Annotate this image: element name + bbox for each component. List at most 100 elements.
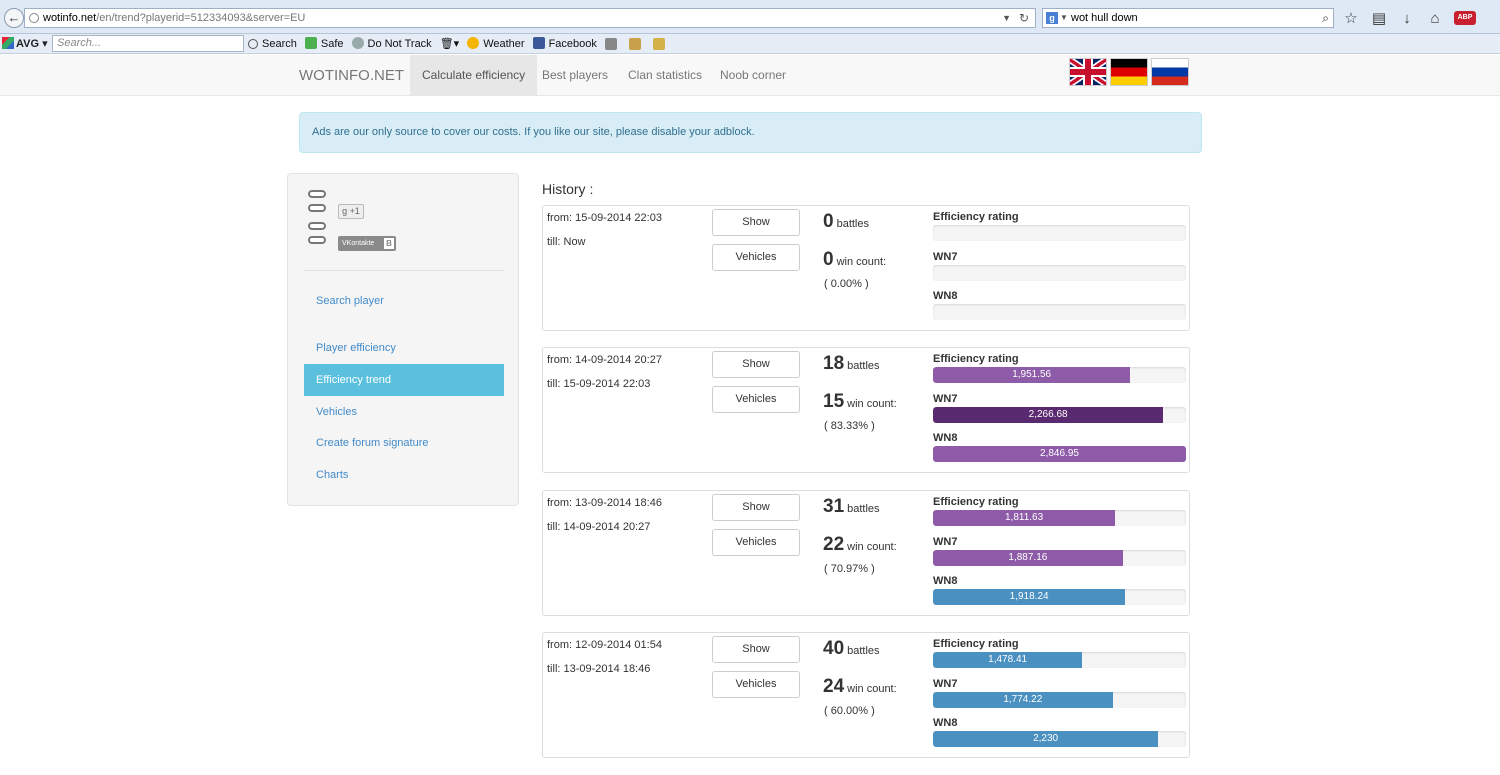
history-entry: from: 12-09-2014 01:54 till: 13-09-2014 1…: [542, 632, 1190, 758]
wins-label: win count:: [836, 256, 887, 268]
show-button[interactable]: Show: [712, 351, 800, 378]
wins-stat: 22 win count:: [823, 534, 897, 556]
wins-stat: 24 win count:: [823, 676, 897, 698]
adblock-notice: Ads are our only source to cover our cos…: [299, 112, 1202, 153]
url-host: wotinfo.net: [43, 12, 97, 24]
toolbar-dnt-label: Do Not Track: [367, 38, 432, 50]
toolbar-facebook-button[interactable]: Facebook: [532, 37, 597, 50]
win-percentage: ( 70.97% ): [824, 563, 875, 575]
browser-url-bar: ← wotinfo.net/en/trend?playerid=51233409…: [0, 0, 1500, 34]
sidebar-player-efficiency[interactable]: Player efficiency: [316, 342, 396, 354]
battles-stat: 31 battles: [823, 496, 880, 518]
win-percentage: ( 83.33% ): [824, 420, 875, 432]
weather-icon: [467, 37, 480, 49]
toolbar-search-input[interactable]: Search...: [52, 35, 244, 52]
wn8-progress: 2,846.95: [933, 446, 1186, 462]
wins-count: 24: [823, 676, 845, 697]
eff-label: Efficiency rating: [933, 638, 1019, 650]
google-engine-icon[interactable]: g: [1046, 12, 1058, 24]
wn8-bar: 2,846.95: [933, 446, 1186, 462]
wn8-progress: 1,918.24: [933, 589, 1186, 605]
toolbar-weather-label: Weather: [483, 38, 525, 50]
battles-count: 40: [823, 638, 845, 659]
sidebar-forum-signature[interactable]: Create forum signature: [316, 437, 429, 449]
nav-best-players[interactable]: Best players: [542, 68, 609, 82]
german-flag-icon[interactable]: [1110, 58, 1148, 86]
share-toggle-icon[interactable]: [308, 236, 326, 244]
uk-flag-icon[interactable]: [1069, 58, 1107, 86]
back-arrow-icon[interactable]: ←: [4, 8, 24, 28]
battles-count: 31: [823, 496, 845, 517]
site-brand[interactable]: WOTINFO.NET: [299, 67, 404, 84]
sidebar-charts[interactable]: Charts: [316, 469, 349, 481]
bookmarks-list-icon[interactable]: ▤: [1371, 10, 1387, 27]
url-field[interactable]: wotinfo.net/en/trend?playerid=512334093&…: [24, 8, 1036, 28]
sidebar: g +1 VKontakte B Search player Player eff…: [287, 173, 519, 506]
sidebar-efficiency-trend[interactable]: Efficiency trend: [304, 364, 504, 396]
notepad-icon[interactable]: [628, 37, 641, 50]
show-button[interactable]: Show: [712, 209, 800, 236]
battles-label: battles: [836, 218, 869, 230]
eff-bar: 1,951.56: [933, 367, 1131, 383]
home-icon[interactable]: ⌂: [1430, 9, 1440, 27]
facebook-icon: [532, 37, 545, 49]
globe-icon: [29, 13, 39, 23]
battles-stat: 18 battles: [823, 353, 880, 375]
avg-menu[interactable]: AVG ▾: [2, 37, 48, 50]
download-icon[interactable]: ↓: [1403, 9, 1411, 27]
toolbar-search-button[interactable]: Search: [248, 38, 297, 50]
calculator-icon[interactable]: [604, 37, 617, 50]
eff-progress: [933, 225, 1186, 241]
wins-label: win count:: [847, 398, 897, 410]
russian-flag-icon[interactable]: [1151, 58, 1189, 86]
engine-dropdown-icon[interactable]: ▼: [1060, 13, 1068, 22]
share-toggle-icon[interactable]: [308, 204, 326, 212]
vehicles-button[interactable]: Vehicles: [712, 386, 800, 413]
period-till: till: 15-09-2014 22:03: [547, 378, 651, 390]
wn8-bar: 1,918.24: [933, 589, 1126, 605]
nav-clan-statistics[interactable]: Clan statistics: [628, 68, 703, 82]
avg-label: AVG: [16, 38, 40, 50]
url-dropdown-icon[interactable]: ▼: [1002, 13, 1011, 23]
gplus-button[interactable]: g +1: [338, 204, 364, 219]
battles-stat: 40 battles: [823, 638, 880, 660]
bookmark-star-icon[interactable]: ☆: [1344, 10, 1358, 27]
eff-label: Efficiency rating: [933, 496, 1019, 508]
browser-search-text: wot hull down: [1071, 12, 1138, 24]
wn8-label: WN8: [933, 432, 958, 444]
social-buttons: g +1 VKontakte B: [308, 188, 408, 264]
eff-bar: 1,478.41: [933, 652, 1083, 668]
toolbar-safe-button[interactable]: Safe: [304, 37, 344, 50]
wn7-label: WN7: [933, 678, 958, 690]
share-toggle-icon[interactable]: [308, 222, 326, 230]
screenshot-icon[interactable]: [652, 37, 665, 50]
sidebar-vehicles[interactable]: Vehicles: [316, 406, 357, 418]
nav-noob-corner[interactable]: Noob corner: [720, 68, 787, 82]
nav-calculate-efficiency[interactable]: Calculate efficiency: [410, 55, 538, 95]
adblock-icon[interactable]: ABP: [1454, 11, 1476, 25]
search-magnifier-icon[interactable]: ⌕: [1322, 11, 1329, 25]
vkontakte-button[interactable]: VKontakte B: [338, 236, 396, 251]
wn8-label: WN8: [933, 717, 958, 729]
show-button[interactable]: Show: [712, 636, 800, 663]
toolbar-weather-button[interactable]: Weather: [467, 37, 525, 50]
period-from: from: 14-09-2014 20:27: [547, 354, 662, 366]
period-from: from: 13-09-2014 18:46: [547, 497, 662, 509]
share-toggle-icon[interactable]: [308, 190, 326, 198]
vehicles-button[interactable]: Vehicles: [712, 244, 800, 271]
browser-search-field[interactable]: g ▼ wot hull down ⌕: [1042, 8, 1334, 28]
eff-bar: 1,811.63: [933, 510, 1116, 526]
wn8-progress: 2,230: [933, 731, 1186, 747]
vehicles-button[interactable]: Vehicles: [712, 529, 800, 556]
reload-icon[interactable]: ↻: [1018, 11, 1029, 25]
wins-label: win count:: [847, 683, 897, 695]
sidebar-search-player[interactable]: Search player: [316, 295, 384, 307]
wn8-label: WN8: [933, 290, 958, 302]
history-entry: from: 13-09-2014 18:46 till: 14-09-2014 2…: [542, 490, 1190, 616]
shield-icon: [304, 37, 317, 49]
toolbar-dnt-button[interactable]: Do Not Track: [351, 37, 432, 50]
battles-label: battles: [847, 503, 880, 515]
trash-icon[interactable]: 🗑▾: [439, 38, 460, 50]
vehicles-button[interactable]: Vehicles: [712, 671, 800, 698]
show-button[interactable]: Show: [712, 494, 800, 521]
